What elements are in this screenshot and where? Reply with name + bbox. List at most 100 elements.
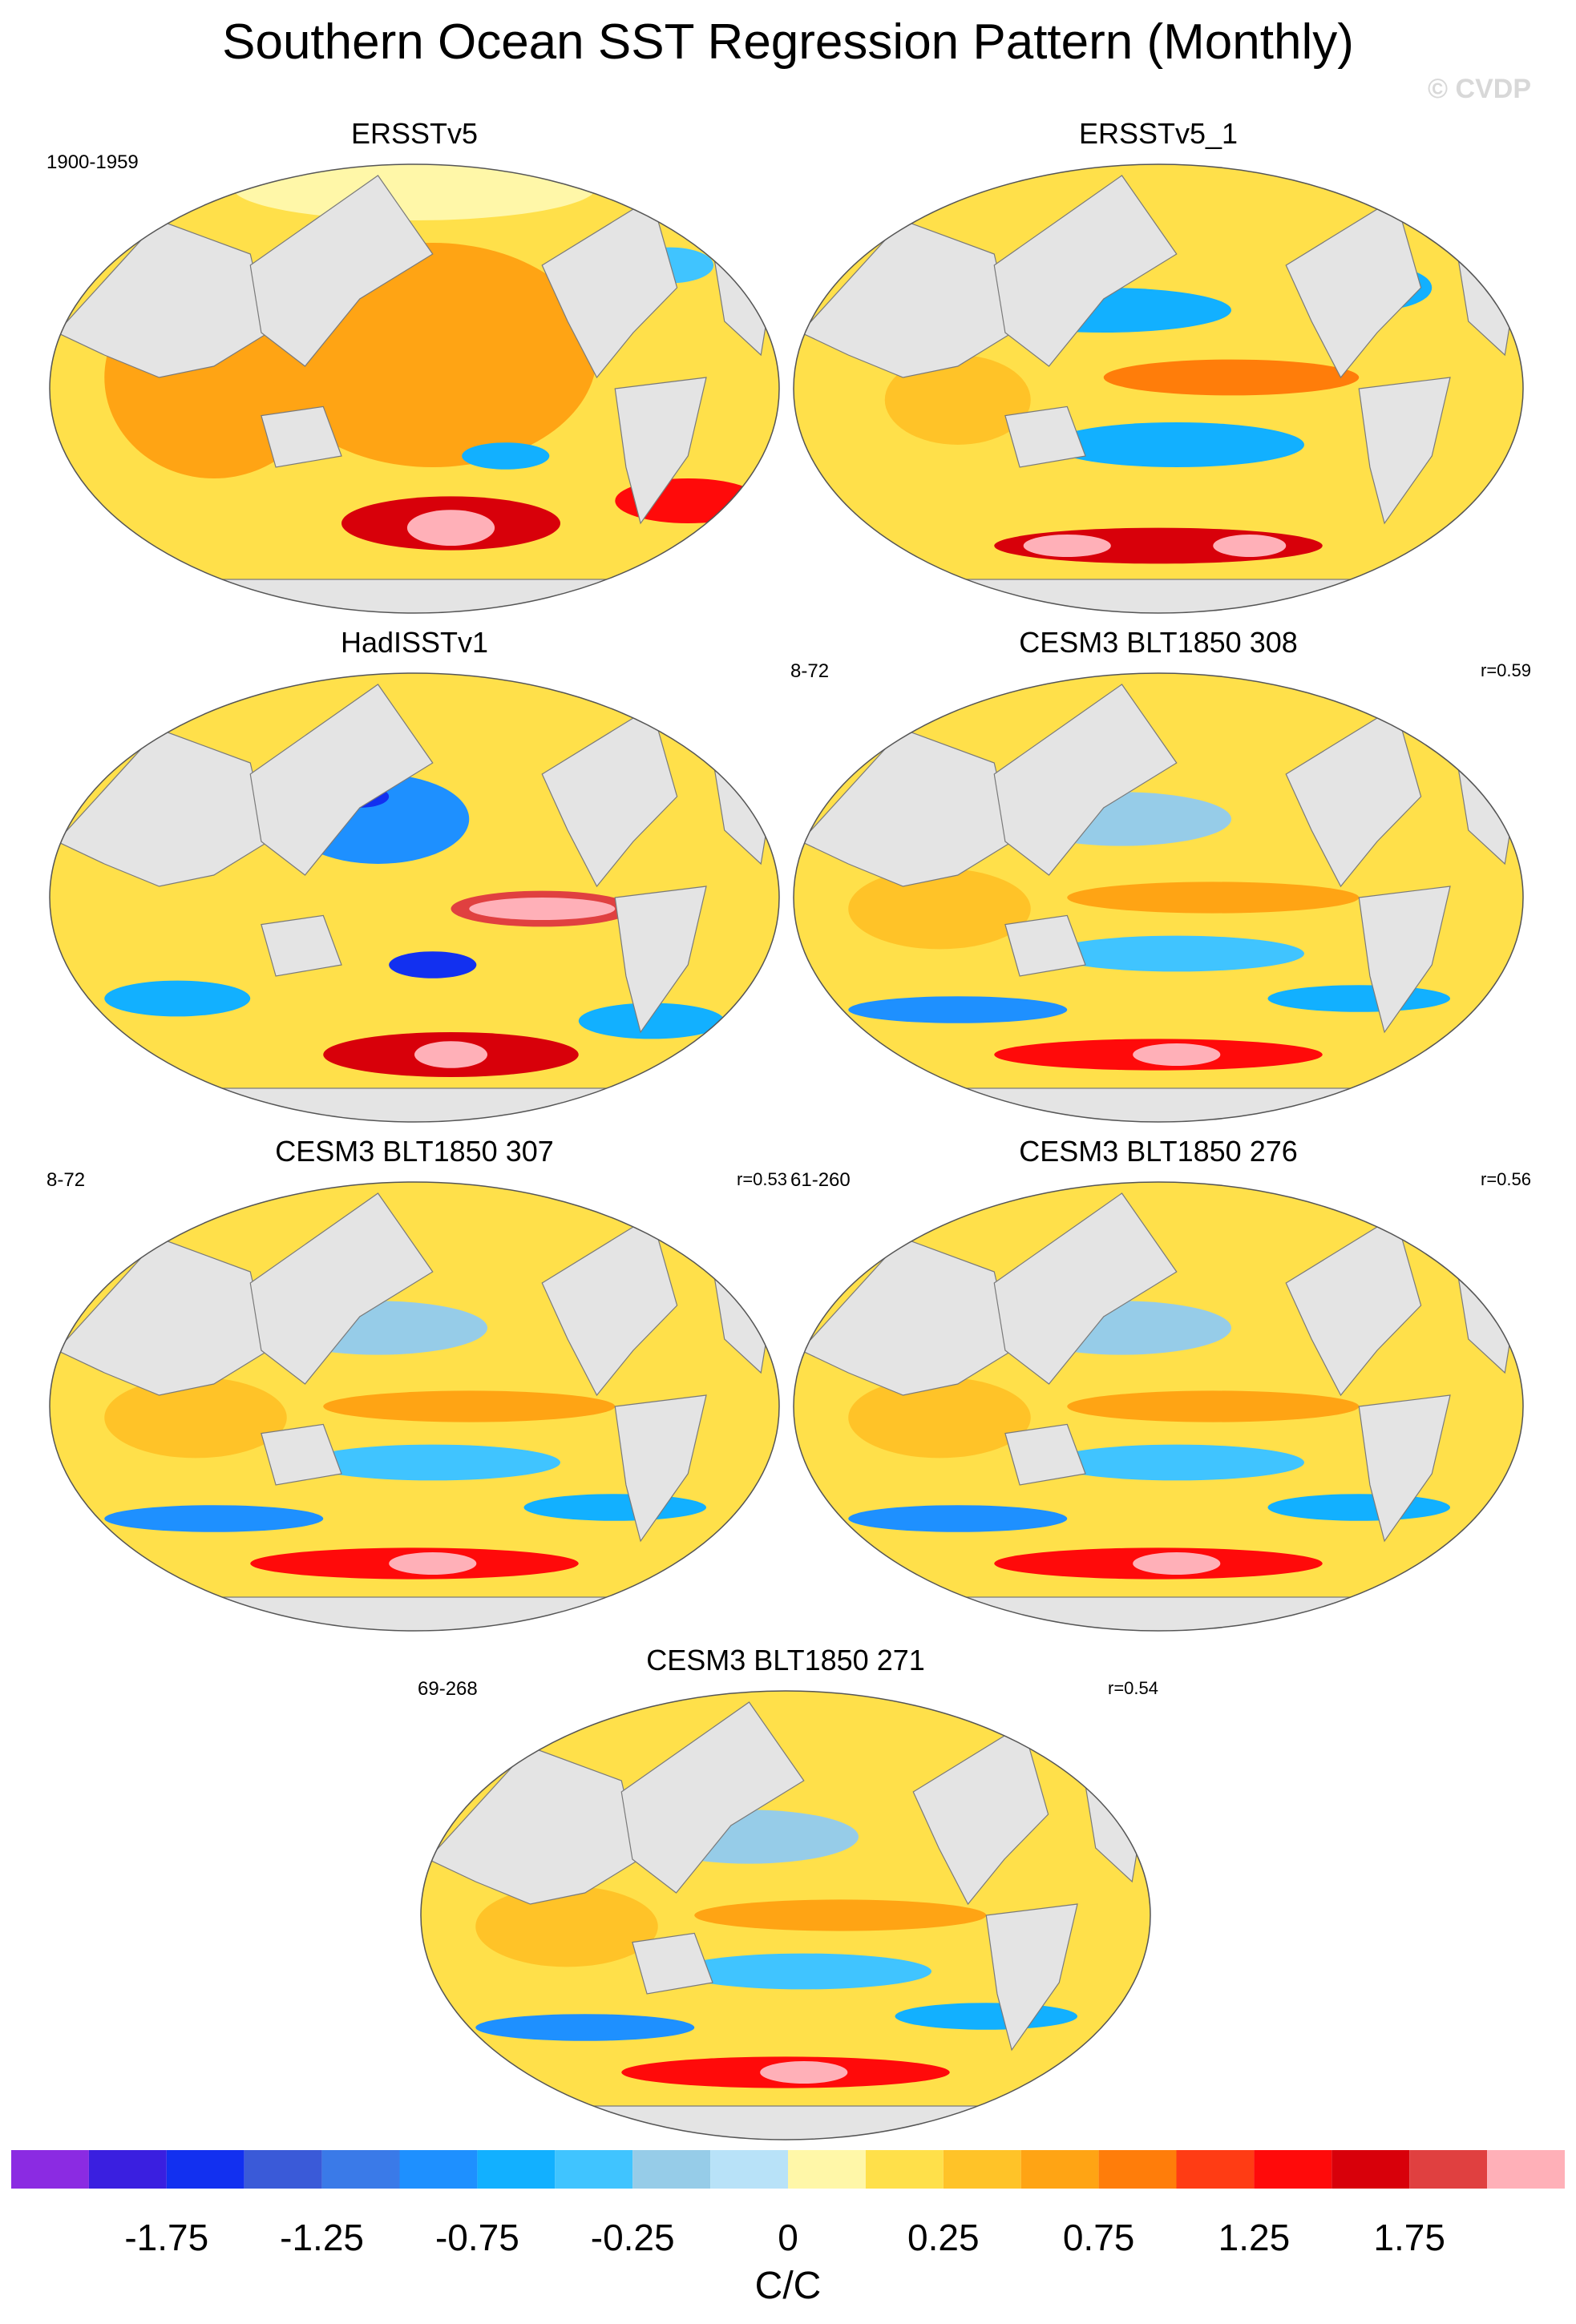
antarctica-land — [794, 579, 1523, 613]
map-panel-erssv5: ERSSTv5 1900-1959 — [42, 116, 787, 629]
map-outline — [49, 163, 780, 614]
colorbar-tick-label: -1.25 — [280, 2217, 365, 2258]
so-core — [1133, 1043, 1221, 1066]
panel-correlation: r=0.53 — [737, 1169, 787, 1189]
so-core — [414, 1041, 487, 1068]
map-panel-erssv5-1: ERSSTv5_1 — [786, 116, 1531, 629]
so-cool — [475, 2014, 695, 2041]
so-core1 — [1023, 535, 1111, 557]
so-core — [389, 1552, 477, 1575]
colorbar-swatch — [1254, 2150, 1332, 2189]
africa-land — [427, 1746, 641, 1905]
panel-years: 8-72 — [46, 1169, 86, 1191]
map-outline — [49, 1181, 780, 1632]
map-panel-cesm3-308: CESM3 BLT1850 308 8-72 r=0.59 — [786, 625, 1531, 1138]
map-outline — [793, 1181, 1524, 1632]
antarctica-land — [50, 579, 779, 613]
south-america-land — [614, 1394, 707, 1543]
south-america-land — [985, 1903, 1078, 2052]
map-outline — [793, 163, 1524, 614]
sepac-cool — [462, 442, 550, 470]
indian — [104, 1377, 287, 1459]
colorbar-swatch — [166, 2150, 244, 2189]
colorbar-swatch — [399, 2150, 478, 2189]
colorbar-swatch — [1176, 2150, 1255, 2189]
australia-land — [261, 914, 342, 977]
map-outline — [420, 1690, 1151, 2140]
australia-land — [1004, 1423, 1086, 1486]
asia-land — [993, 175, 1178, 367]
panel-years: 61-260 — [790, 1169, 851, 1191]
africa-land — [56, 1237, 269, 1396]
antarctica-land — [794, 1087, 1523, 1122]
map-panel-cesm3-307: CESM3 BLT1850 307 8-72 r=0.53 — [42, 1134, 787, 1647]
so-core2 — [1213, 535, 1287, 557]
spac-cool — [1049, 422, 1304, 467]
panel-title: CESM3 BLT1850 308 — [1019, 626, 1298, 659]
panel-correlation: r=0.54 — [1108, 1678, 1158, 1698]
panel-title: HadISSTv1 — [340, 626, 489, 659]
asia-land — [249, 684, 434, 876]
panel-title: ERSSTv5_1 — [1078, 117, 1239, 150]
south-america-land — [1358, 1394, 1451, 1543]
colorbar-tick-label: -0.25 — [590, 2217, 675, 2258]
world-map — [49, 672, 780, 1123]
colorbar-tick-label: 1.75 — [1373, 2217, 1445, 2258]
indian — [475, 1886, 658, 1967]
pac-warm — [1067, 1390, 1360, 1422]
panel-correlation: r=0.59 — [1481, 660, 1531, 680]
south-america-land — [1358, 377, 1451, 525]
map-panel-cesm3-271: CESM3 BLT1850 271 69-268 r=0.54 — [413, 1643, 1158, 2156]
so-core — [406, 510, 495, 546]
colorbar-tick-label: 0.25 — [907, 2217, 980, 2258]
colorbar-tick-label: 0 — [778, 2217, 798, 2258]
colorbar-swatch — [477, 2150, 556, 2189]
africa-land — [56, 220, 269, 378]
pac-warm — [323, 1390, 616, 1422]
arctic — [232, 164, 597, 220]
colorbar-swatch — [1020, 2150, 1099, 2189]
colorbar-tick-label: -1.75 — [124, 2217, 209, 2258]
colorbar-tick-label: 1.25 — [1218, 2217, 1291, 2258]
world-map — [793, 672, 1524, 1123]
atl-cool — [895, 2003, 1077, 2030]
colorbar-swatch — [632, 2150, 711, 2189]
colorbar-swatch — [788, 2150, 866, 2189]
spac-cool — [1049, 1444, 1304, 1481]
asia-land — [249, 1192, 434, 1385]
pac-warm — [694, 1899, 987, 1931]
spac-cool — [676, 1953, 931, 1990]
colorbar-swatch — [1098, 2150, 1177, 2189]
colorbar-swatch — [710, 2150, 788, 2189]
australia-land — [1004, 405, 1086, 468]
colorbar-swatch — [321, 2150, 400, 2189]
antarctica-land — [50, 1596, 779, 1631]
atl-cool — [578, 1003, 725, 1039]
so-cool — [848, 996, 1068, 1023]
antarctica-land — [50, 1087, 779, 1122]
map-outline — [49, 672, 780, 1123]
colorbar-swatch — [11, 2150, 89, 2189]
world-map — [420, 1690, 1151, 2140]
colorbar-tick-label: -0.75 — [434, 2217, 519, 2258]
figure-title: Southern Ocean SST Regression Pattern (M… — [222, 14, 1354, 70]
colorbar-swatch — [1332, 2150, 1410, 2189]
spac-cool — [305, 1444, 560, 1481]
pac-warm — [1103, 359, 1360, 396]
indian — [848, 868, 1031, 950]
africa-land — [800, 1237, 1013, 1396]
colorbar-units: C/C — [754, 2265, 822, 2307]
asia-land — [249, 175, 434, 367]
africa-land — [56, 728, 269, 887]
panel-title: CESM3 BLT1850 271 — [646, 1644, 925, 1676]
atl-cool — [523, 1494, 706, 1521]
asia-land — [620, 1701, 805, 1894]
spac-core — [389, 951, 477, 978]
south-america-land — [614, 886, 707, 1034]
africa-land — [800, 220, 1013, 378]
panel-correlation: r=0.56 — [1481, 1169, 1531, 1189]
panel-title: CESM3 BLT1850 276 — [1019, 1135, 1298, 1168]
colorbar — [11, 2150, 1565, 2189]
indian-cool — [104, 980, 251, 1017]
colorbar-swatch — [1487, 2150, 1565, 2189]
